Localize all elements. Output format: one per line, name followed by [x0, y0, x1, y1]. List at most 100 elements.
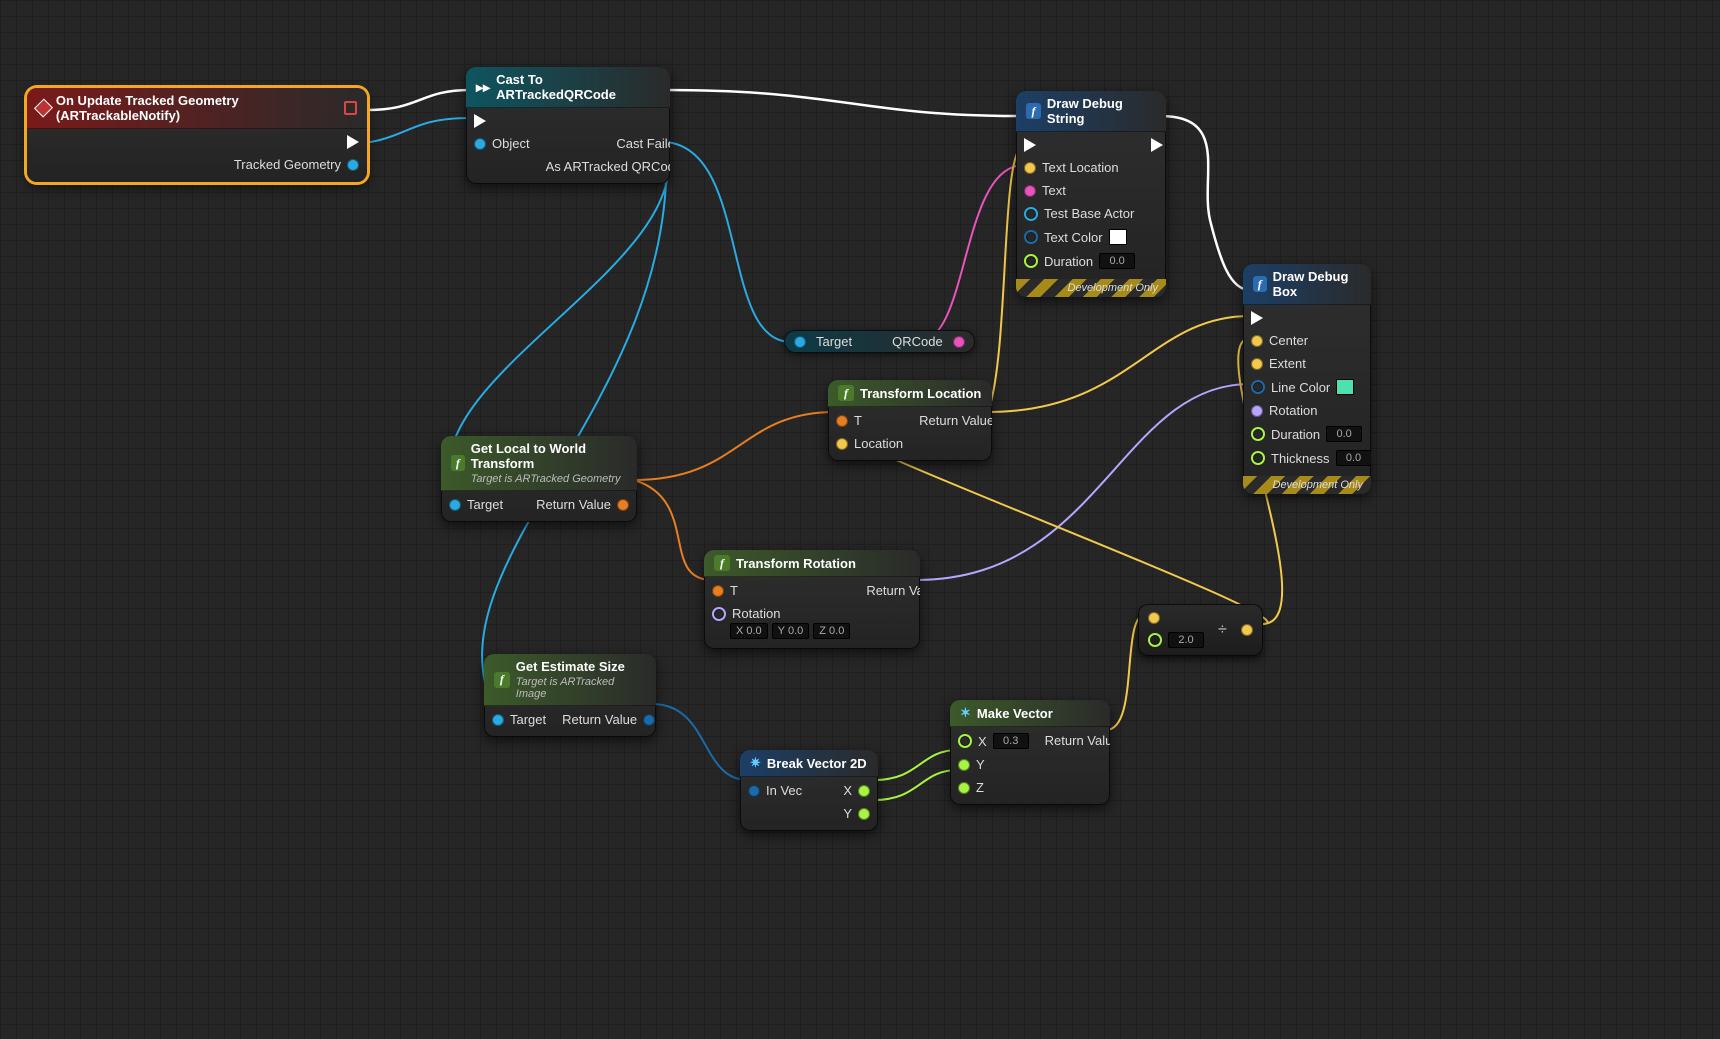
pin-target[interactable]: Target	[492, 712, 546, 727]
pin-label: Y	[976, 757, 985, 772]
node-cast-artrackedqrcode[interactable]: ▸▸ Cast To ARTrackedQRCode Object Cast F…	[466, 67, 670, 184]
pin-label: Location	[854, 436, 903, 451]
pin-text-color[interactable]: Text Color	[1024, 229, 1135, 245]
development-only-stripe: Development Only	[1016, 279, 1166, 297]
node-header: f Get Estimate Size Target is ARTracked …	[484, 654, 656, 706]
node-break-vector-2d[interactable]: ✷ Break Vector 2D In Vec X Y	[740, 750, 878, 831]
node-title: Make Vector	[977, 706, 1053, 721]
pin-label: Tracked Geometry	[234, 157, 341, 172]
function-icon: f	[714, 555, 730, 571]
cast-icon: ▸▸	[476, 79, 490, 96]
node-header: f Transform Rotation	[704, 550, 920, 577]
pin-label: Return Value	[919, 413, 992, 428]
pin-exec-out[interactable]	[1151, 138, 1163, 152]
pin-label: Return Value	[536, 497, 611, 512]
pin-text-location[interactable]: Text Location	[1024, 160, 1135, 175]
pin-invec[interactable]: In Vec	[748, 783, 802, 798]
pin-label: Object	[492, 136, 530, 151]
pin-y[interactable]: Y	[843, 806, 870, 821]
pin-label: Text	[1042, 183, 1066, 198]
pin-label: QRCode	[892, 334, 943, 349]
pin-b[interactable]: 2.0	[1148, 632, 1204, 648]
pin-object[interactable]: Object	[474, 136, 530, 151]
node-header: f Get Local to World Transform Target is…	[441, 436, 637, 491]
node-divide[interactable]: 2.0 ÷	[1138, 604, 1263, 656]
pin-label: T	[730, 583, 738, 598]
pin-x[interactable]: X	[843, 783, 870, 798]
value-input[interactable]: 0.0	[1336, 450, 1371, 466]
pin-z[interactable]: Z	[958, 780, 1029, 795]
pin-thickness[interactable]: Thickness0.0	[1251, 450, 1371, 466]
pin-duration[interactable]: Duration0.0	[1251, 426, 1371, 442]
pin-base-actor[interactable]: Test Base Actor	[1024, 206, 1135, 221]
pin-out[interactable]	[1241, 624, 1253, 636]
pin-t[interactable]: T	[836, 413, 903, 428]
pin-label: Z	[976, 780, 984, 795]
pin-exec-in[interactable]	[1024, 138, 1135, 152]
node-title: Draw Debug String	[1047, 96, 1156, 126]
pin-return[interactable]: Return Value	[866, 583, 920, 598]
pin-label: Rotation	[1269, 403, 1317, 418]
pin-label: Return Value	[562, 712, 637, 727]
pin-label: X	[978, 734, 987, 749]
pin-tracked-geometry[interactable]: Tracked Geometry	[234, 157, 359, 172]
function-icon: f	[451, 455, 465, 471]
node-get-qrcode[interactable]: Target QRCode	[784, 330, 975, 353]
value-input[interactable]: 0.0	[1326, 426, 1362, 442]
pin-target[interactable]: Target	[449, 497, 503, 512]
pin-x[interactable]: X 0.3	[958, 733, 1029, 749]
pin-line-color[interactable]: Line Color	[1251, 379, 1371, 395]
pin-target[interactable]	[794, 336, 806, 348]
pin-text[interactable]: Text	[1024, 183, 1135, 198]
node-make-vector[interactable]: ✶ Make Vector X 0.3 Y Z Return Value	[950, 700, 1110, 805]
pin-label: X	[843, 783, 852, 798]
pin-exec-in[interactable]	[474, 114, 530, 128]
pin-center[interactable]: Center	[1251, 333, 1371, 348]
pin-label: Y	[843, 806, 852, 821]
pin-rotation[interactable]: Rotation X0.0 Y0.0 Z0.0	[712, 606, 850, 639]
pin-a[interactable]	[1148, 612, 1204, 624]
pin-rotation[interactable]: Rotation	[1251, 403, 1371, 418]
pin-label: In Vec	[766, 783, 802, 798]
pin-label: Target	[467, 497, 503, 512]
make-icon: ✶	[960, 705, 971, 721]
pin-as-qrcode[interactable]: As ARTracked QRCode	[546, 159, 670, 174]
value-input[interactable]: 0.3	[993, 733, 1029, 749]
pin-label: As ARTracked QRCode	[546, 159, 670, 174]
pin-label: Cast Failed	[616, 136, 670, 151]
development-only-stripe: Development Only	[1243, 476, 1371, 494]
pin-label: Extent	[1269, 356, 1306, 371]
event-icon	[34, 98, 53, 117]
node-draw-debug-box[interactable]: f Draw Debug Box Center Extent Line Colo…	[1243, 264, 1371, 494]
node-transform-rotation[interactable]: f Transform Rotation T Rotation X0.0 Y0.…	[704, 550, 920, 649]
pin-duration[interactable]: Duration0.0	[1024, 253, 1135, 269]
pin-return[interactable]: Return Value	[536, 497, 629, 512]
pin-exec-out[interactable]	[347, 135, 359, 149]
pin-extent[interactable]: Extent	[1251, 356, 1371, 371]
value-input[interactable]: 2.0	[1168, 632, 1204, 648]
breakpoint-icon[interactable]	[344, 101, 357, 115]
pin-return[interactable]: Return Value	[562, 712, 655, 727]
node-get-local-to-world[interactable]: f Get Local to World Transform Target is…	[441, 436, 637, 522]
pin-y[interactable]: Y	[958, 757, 1029, 772]
pin-label: Target	[510, 712, 546, 727]
pin-return[interactable]: Return Value	[1045, 733, 1110, 748]
color-swatch[interactable]	[1336, 379, 1354, 395]
color-swatch[interactable]	[1109, 229, 1127, 245]
pin-label: Center	[1269, 333, 1308, 348]
pin-exec-in[interactable]	[1251, 311, 1371, 325]
pin-cast-failed[interactable]: Cast Failed	[616, 136, 670, 151]
node-event-update-tracked-geometry[interactable]: On Update Tracked Geometry (ARTrackableN…	[27, 88, 367, 182]
node-get-estimate-size[interactable]: f Get Estimate Size Target is ARTracked …	[484, 654, 656, 737]
value-input[interactable]: 0.0	[1099, 253, 1135, 269]
function-icon: f	[1253, 276, 1267, 292]
pin-location[interactable]: Location	[836, 436, 903, 451]
pin-return[interactable]: Return Value	[919, 413, 992, 428]
pin-qrcode[interactable]	[953, 336, 965, 348]
node-title: Get Estimate Size Target is ARTracked Im…	[516, 659, 646, 700]
node-transform-location[interactable]: f Transform Location T Location Return V…	[828, 380, 992, 461]
pin-t[interactable]: T	[712, 583, 850, 598]
pin-label: Return Value	[1045, 733, 1110, 748]
blueprint-canvas[interactable]: On Update Tracked Geometry (ARTrackableN…	[0, 0, 1720, 1039]
node-draw-debug-string[interactable]: f Draw Debug String Text Location Text T…	[1016, 91, 1166, 297]
